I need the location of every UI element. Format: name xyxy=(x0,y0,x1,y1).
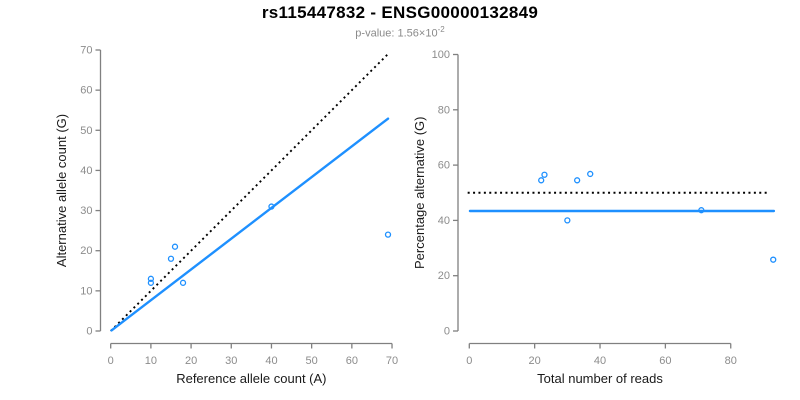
x-tick-label: 20 xyxy=(529,355,541,367)
y-tick-label: 40 xyxy=(438,215,450,227)
data-point xyxy=(268,203,275,210)
y-tick-label: 0 xyxy=(444,326,450,338)
x-tick-label: 60 xyxy=(346,355,358,367)
x-tick-label: 0 xyxy=(108,355,114,367)
y-tick-label: 50 xyxy=(80,125,92,137)
y-tick-label: 40 xyxy=(80,165,92,177)
x-tick-label: 30 xyxy=(225,355,237,367)
y-tick-label: 70 xyxy=(80,44,92,56)
pvalue-exponent: -2 xyxy=(437,25,445,34)
figure-subtitle: p-value: 1.56×10-2 xyxy=(0,25,800,40)
y-tick-label: 0 xyxy=(86,326,92,338)
data-point xyxy=(770,256,777,263)
x-tick-label: 10 xyxy=(145,355,157,367)
data-point xyxy=(171,243,179,250)
y-tick-label: 10 xyxy=(80,285,92,297)
fit-line xyxy=(110,117,390,332)
y-tick-label: 60 xyxy=(438,160,450,172)
data-point xyxy=(384,231,392,238)
y-tick-label: 20 xyxy=(438,270,450,282)
x-tick-label: 70 xyxy=(386,355,398,367)
identity-line xyxy=(110,53,389,332)
x-axis-title: Total number of reads xyxy=(537,371,663,386)
x-tick-label: 80 xyxy=(725,355,737,367)
data-point xyxy=(698,207,705,214)
x-tick-label: 0 xyxy=(466,355,472,367)
x-tick-label: 60 xyxy=(659,355,671,367)
data-point xyxy=(167,255,175,262)
y-axis-title: Alternative allele count (G) xyxy=(54,114,69,267)
data-point xyxy=(541,171,548,178)
y-tick-label: 100 xyxy=(432,49,450,61)
data-point xyxy=(147,275,155,282)
x-tick-label: 50 xyxy=(306,355,318,367)
y-tick-label: 20 xyxy=(80,245,92,257)
x-tick-label: 20 xyxy=(185,355,197,367)
data-point xyxy=(538,177,545,184)
data-point xyxy=(587,170,594,178)
plot-percentage-vs-reads: 0 20 40 60 80 100 0 20 40 60 80 Total number of rea… xyxy=(412,49,777,386)
y-tick-label: 80 xyxy=(438,104,450,116)
data-point xyxy=(573,177,581,184)
y-axis-title: Percentage alternative (G) xyxy=(412,117,427,269)
y-tick-label: 60 xyxy=(80,85,92,97)
figure-title: rs115447832 - ENSG00000132849 xyxy=(261,3,539,22)
x-axis-title: Reference allele count (A) xyxy=(176,371,326,386)
data-point xyxy=(179,279,187,286)
plot-allele-counts: 0 10 20 30 40 50 60 70 0 10 20 30 40 50 60 70 Reference … xyxy=(54,44,398,386)
data-point xyxy=(564,217,571,224)
data-point xyxy=(147,279,155,286)
x-tick-label: 40 xyxy=(265,355,277,367)
x-tick-label: 40 xyxy=(594,355,606,367)
y-tick-label: 30 xyxy=(80,205,92,217)
pvalue-text: p-value: 1.56×10 xyxy=(355,27,438,40)
